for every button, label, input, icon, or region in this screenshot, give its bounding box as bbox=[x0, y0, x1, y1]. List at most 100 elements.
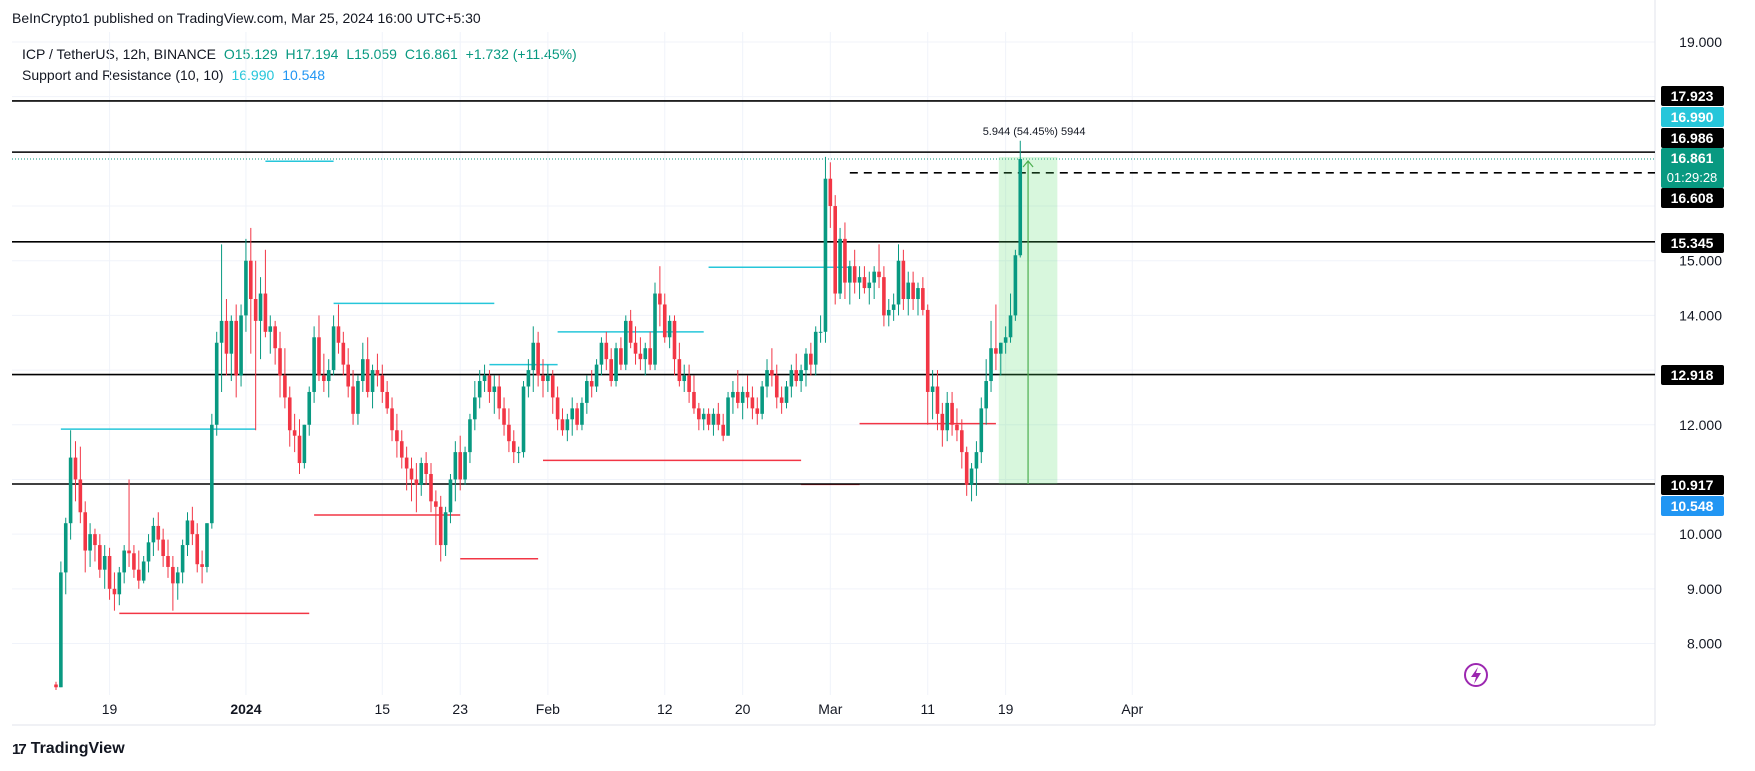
candle-body bbox=[984, 381, 988, 409]
candle-body bbox=[429, 473, 433, 502]
candle-body bbox=[896, 260, 901, 305]
candle bbox=[219, 244, 224, 392]
candle-body bbox=[697, 408, 701, 420]
candle-body bbox=[107, 556, 112, 589]
candle bbox=[867, 271, 872, 305]
candle-body bbox=[156, 525, 161, 540]
candle-body bbox=[774, 375, 779, 398]
candle-body bbox=[848, 266, 852, 283]
candle-body bbox=[283, 375, 287, 398]
candle bbox=[575, 402, 579, 431]
candle bbox=[214, 331, 219, 436]
candle-body bbox=[833, 206, 837, 294]
price-badge: 10.917 bbox=[1661, 475, 1724, 495]
candle bbox=[68, 430, 73, 540]
candle bbox=[736, 370, 740, 409]
candle-body bbox=[185, 520, 190, 546]
candle-body bbox=[253, 299, 258, 321]
candle-body bbox=[331, 326, 336, 371]
candle bbox=[229, 315, 234, 382]
candle bbox=[497, 375, 501, 420]
candle bbox=[604, 331, 609, 371]
candle bbox=[589, 370, 594, 398]
candle-body bbox=[843, 238, 847, 283]
legend-indicator-name[interactable]: Support and Resistance (10, 10) bbox=[22, 67, 224, 83]
candle bbox=[862, 266, 867, 294]
y-tick-label: 15.000 bbox=[1679, 253, 1722, 269]
candle bbox=[1013, 249, 1018, 321]
price-badge-label: 15.345 bbox=[1671, 235, 1714, 251]
candle-body bbox=[828, 178, 833, 207]
candle-body bbox=[886, 309, 891, 316]
candle-body bbox=[511, 441, 516, 453]
measure-label: 5.944 (54.45%) 5944 bbox=[983, 126, 1086, 138]
candle bbox=[185, 512, 190, 557]
candle bbox=[774, 364, 779, 409]
candle-body bbox=[706, 413, 711, 425]
candle-body bbox=[682, 375, 687, 382]
candle-body bbox=[628, 320, 633, 343]
candle-body bbox=[653, 293, 657, 365]
x-tick-label: 12 bbox=[657, 701, 673, 717]
candle-body bbox=[322, 375, 326, 382]
candle bbox=[395, 413, 399, 458]
legend-symbol[interactable]: ICP / TetherUS, 12h, BINANCE bbox=[22, 46, 217, 62]
candle bbox=[531, 326, 536, 392]
legend-low: L15.059 bbox=[346, 46, 397, 62]
candle bbox=[667, 315, 672, 349]
candle bbox=[205, 523, 209, 573]
candle bbox=[896, 244, 901, 316]
price-badge-bg bbox=[1661, 148, 1724, 188]
candle bbox=[891, 293, 896, 321]
candle bbox=[789, 364, 794, 398]
candle-body bbox=[78, 479, 83, 513]
candle bbox=[253, 260, 258, 431]
candle-body bbox=[852, 266, 857, 283]
candle-body bbox=[93, 534, 97, 546]
candle-body bbox=[258, 293, 263, 321]
candle bbox=[224, 299, 229, 376]
candle-body bbox=[687, 375, 691, 392]
candle-body bbox=[925, 309, 930, 392]
candle-body bbox=[234, 320, 238, 376]
x-tick-label: 15 bbox=[375, 701, 391, 717]
chart-legend: ICP / TetherUS, 12h, BINANCE O15.129 H17… bbox=[22, 44, 581, 86]
candle-body bbox=[911, 282, 915, 300]
candle bbox=[706, 408, 711, 431]
publisher-line: BeInCrypto1 published on TradingView.com… bbox=[12, 10, 481, 26]
candle bbox=[424, 452, 428, 485]
candle-body bbox=[633, 342, 638, 354]
candle bbox=[380, 364, 385, 403]
candle bbox=[453, 441, 458, 502]
candle bbox=[921, 277, 925, 316]
candle bbox=[322, 353, 326, 392]
candle bbox=[112, 572, 117, 611]
candle-body bbox=[862, 277, 867, 289]
candle bbox=[127, 479, 131, 567]
legend-close: C16.861 bbox=[404, 46, 458, 62]
candle bbox=[974, 441, 979, 496]
candle-body bbox=[736, 391, 740, 403]
candle-body bbox=[901, 260, 906, 300]
tradingview-logo[interactable]: 17 TradingView bbox=[12, 740, 125, 758]
candle bbox=[901, 249, 906, 310]
candle-body bbox=[570, 408, 575, 420]
candle bbox=[73, 441, 78, 502]
candle-body bbox=[166, 556, 170, 567]
candle-body bbox=[794, 370, 799, 382]
candle-body bbox=[701, 413, 706, 420]
candle bbox=[307, 386, 312, 436]
candle bbox=[521, 381, 526, 458]
candle bbox=[59, 561, 63, 688]
candle bbox=[166, 539, 170, 578]
candle-body bbox=[278, 348, 282, 376]
candle bbox=[906, 271, 911, 316]
candle bbox=[161, 528, 165, 567]
candle-body bbox=[536, 342, 540, 376]
lightning-icon[interactable] bbox=[1464, 663, 1488, 687]
candle bbox=[585, 375, 589, 414]
price-badge: 12.918 bbox=[1661, 365, 1724, 385]
candle bbox=[336, 304, 341, 354]
candle bbox=[804, 348, 808, 387]
